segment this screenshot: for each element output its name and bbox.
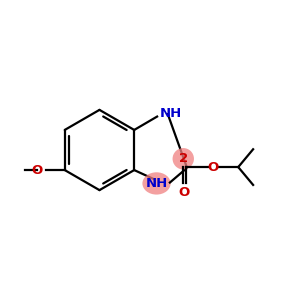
Text: NH: NH: [146, 177, 168, 190]
Text: O: O: [207, 160, 219, 174]
Text: 2: 2: [179, 152, 188, 165]
Circle shape: [172, 148, 194, 169]
Ellipse shape: [142, 172, 171, 195]
Text: NH: NH: [160, 107, 182, 120]
Text: O: O: [179, 186, 190, 200]
Text: O: O: [31, 164, 42, 177]
